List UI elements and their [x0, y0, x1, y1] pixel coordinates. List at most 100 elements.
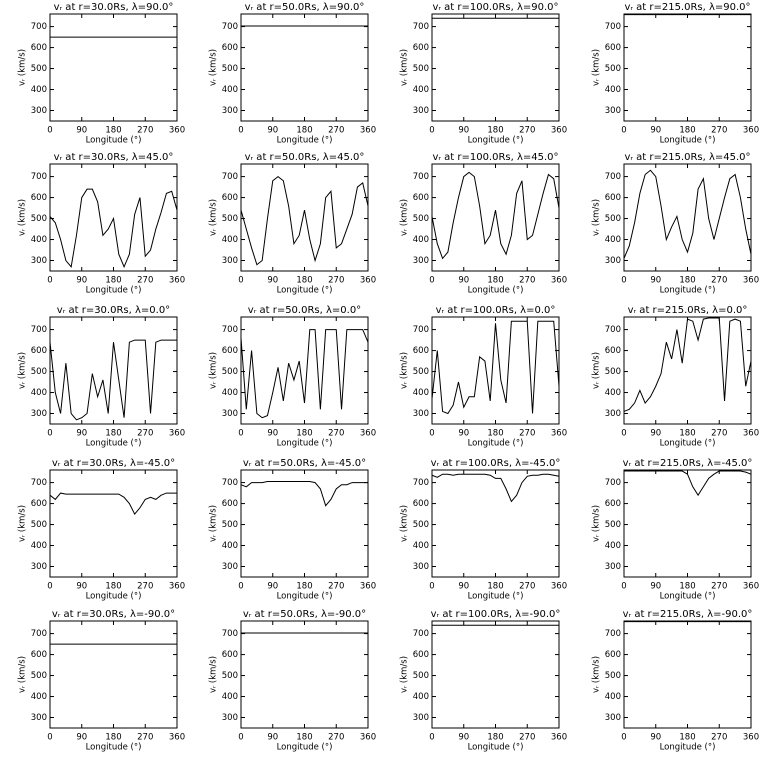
y-tick-label: 300 [31, 713, 47, 723]
x-tick-label: 270 [328, 733, 344, 743]
panel-title: vᵣ at r=100.0Rs, λ=45.0° [432, 152, 558, 163]
panel-title: vᵣ at r=100.0Rs, λ=0.0° [436, 305, 556, 316]
y-tick-label: 400 [222, 388, 238, 398]
x-tick-label: 180 [296, 582, 312, 592]
data-line [431, 320, 560, 415]
x-tick-label: 0 [621, 733, 626, 743]
y-tick-label: 600 [605, 499, 621, 509]
x-tick-label: 360 [360, 276, 376, 286]
plot-frame [431, 13, 560, 122]
panel-title: vᵣ at r=30.0Rs, λ=-45.0° [52, 458, 175, 469]
y-tick-label: 500 [605, 367, 621, 377]
y-tick-label: 500 [31, 367, 47, 377]
panel: vᵣ at r=30.0Rs, λ=0.0° 0 90 180 270 360 300 400… [18, 305, 186, 449]
data-line [49, 339, 177, 421]
x-tick-label: 180 [679, 733, 695, 743]
y-tick-label: 700 [222, 22, 238, 32]
x-tick-label: 90 [267, 126, 278, 136]
y-axis-label: vᵣ (km/s) [18, 505, 28, 542]
x-tick-label: 180 [105, 126, 121, 136]
x-tick-label: 0 [621, 429, 626, 439]
panel-title: vᵣ at r=215.0Rs, λ=45.0° [624, 152, 750, 163]
x-tick-label: 270 [137, 276, 153, 286]
y-axis-label: vᵣ (km/s) [592, 199, 602, 236]
x-tick-label: 90 [267, 733, 278, 743]
x-tick-label: 270 [328, 429, 344, 439]
x-tick-label: 180 [296, 429, 312, 439]
plot-frame [49, 163, 178, 272]
plot-frame [49, 13, 178, 122]
x-tick-label: 90 [458, 276, 469, 286]
plot-frame [431, 469, 560, 578]
plot-frame [623, 620, 752, 729]
y-tick-label: 400 [222, 235, 238, 245]
x-tick-label: 270 [711, 582, 727, 592]
x-tick-label: 360 [169, 276, 185, 286]
x-tick-label: 0 [238, 126, 243, 136]
x-tick-label: 270 [328, 276, 344, 286]
y-tick-label: 600 [222, 499, 238, 509]
panel: vᵣ at r=100.0Rs, λ=45.0° 0 90 180 270 360 300 4… [400, 152, 568, 296]
y-axis-label: vᵣ (km/s) [209, 352, 219, 389]
x-tick-label: 360 [169, 126, 185, 136]
y-tick-label: 500 [222, 367, 238, 377]
panel-title: vᵣ at r=215.0Rs, λ=-90.0° [623, 609, 753, 620]
panel: vᵣ at r=215.0Rs, λ=-45.0° 0 90 180 270 360 300… [592, 458, 760, 602]
y-tick-label: 600 [31, 650, 47, 660]
x-tick-label: 90 [650, 582, 661, 592]
data-line [240, 175, 369, 266]
x-tick-label: 180 [679, 429, 695, 439]
x-tick-label: 180 [487, 429, 503, 439]
x-tick-label: 0 [429, 276, 434, 286]
y-tick-label: 500 [413, 64, 429, 74]
y-tick-label: 500 [31, 520, 47, 530]
x-tick-label: 180 [105, 429, 121, 439]
y-tick-label: 500 [31, 64, 47, 74]
x-axis-label: Longitude (°) [277, 136, 333, 146]
x-axis-label: Longitude (°) [86, 286, 142, 296]
y-tick-label: 400 [31, 85, 47, 95]
x-tick-label: 90 [267, 429, 278, 439]
x-tick-label: 90 [458, 429, 469, 439]
y-tick-label: 600 [31, 346, 47, 356]
panel-title: vᵣ at r=50.0Rs, λ=-45.0° [243, 458, 366, 469]
y-tick-label: 500 [605, 520, 621, 530]
x-tick-label: 360 [551, 276, 567, 286]
data-line [431, 171, 560, 260]
y-tick-label: 700 [222, 172, 238, 182]
y-tick-label: 600 [605, 650, 621, 660]
y-tick-label: 500 [413, 214, 429, 224]
y-tick-label: 700 [31, 325, 47, 335]
data-line [431, 473, 560, 503]
y-axis-label: vᵣ (km/s) [18, 352, 28, 389]
y-tick-label: 500 [413, 520, 429, 530]
y-tick-label: 600 [605, 346, 621, 356]
x-tick-label: 360 [551, 733, 567, 743]
x-tick-label: 270 [711, 126, 727, 136]
y-tick-label: 300 [413, 256, 429, 266]
x-tick-label: 0 [429, 429, 434, 439]
x-tick-label: 90 [76, 276, 87, 286]
y-tick-label: 300 [222, 106, 238, 116]
x-tick-label: 90 [650, 126, 661, 136]
y-axis-label: vᵣ (km/s) [209, 49, 219, 86]
x-tick-label: 180 [487, 582, 503, 592]
x-tick-label: 360 [551, 126, 567, 136]
plot-frame [49, 316, 178, 425]
y-tick-label: 500 [31, 671, 47, 681]
y-tick-label: 300 [222, 562, 238, 572]
panel-title: vᵣ at r=30.0Rs, λ=-90.0° [52, 609, 175, 620]
panel: vᵣ at r=215.0Rs, λ=45.0° 0 90 180 270 360 300 4… [592, 152, 760, 296]
y-tick-label: 700 [222, 325, 238, 335]
x-tick-label: 270 [519, 429, 535, 439]
y-tick-label: 300 [31, 562, 47, 572]
x-tick-label: 0 [621, 276, 626, 286]
y-axis-label: vᵣ (km/s) [592, 49, 602, 86]
y-tick-label: 600 [413, 499, 429, 509]
x-tick-label: 0 [47, 429, 52, 439]
x-axis-label: Longitude (°) [660, 592, 716, 602]
y-tick-label: 300 [605, 409, 621, 419]
plot-frame [623, 13, 752, 122]
plot-frame [240, 620, 369, 729]
